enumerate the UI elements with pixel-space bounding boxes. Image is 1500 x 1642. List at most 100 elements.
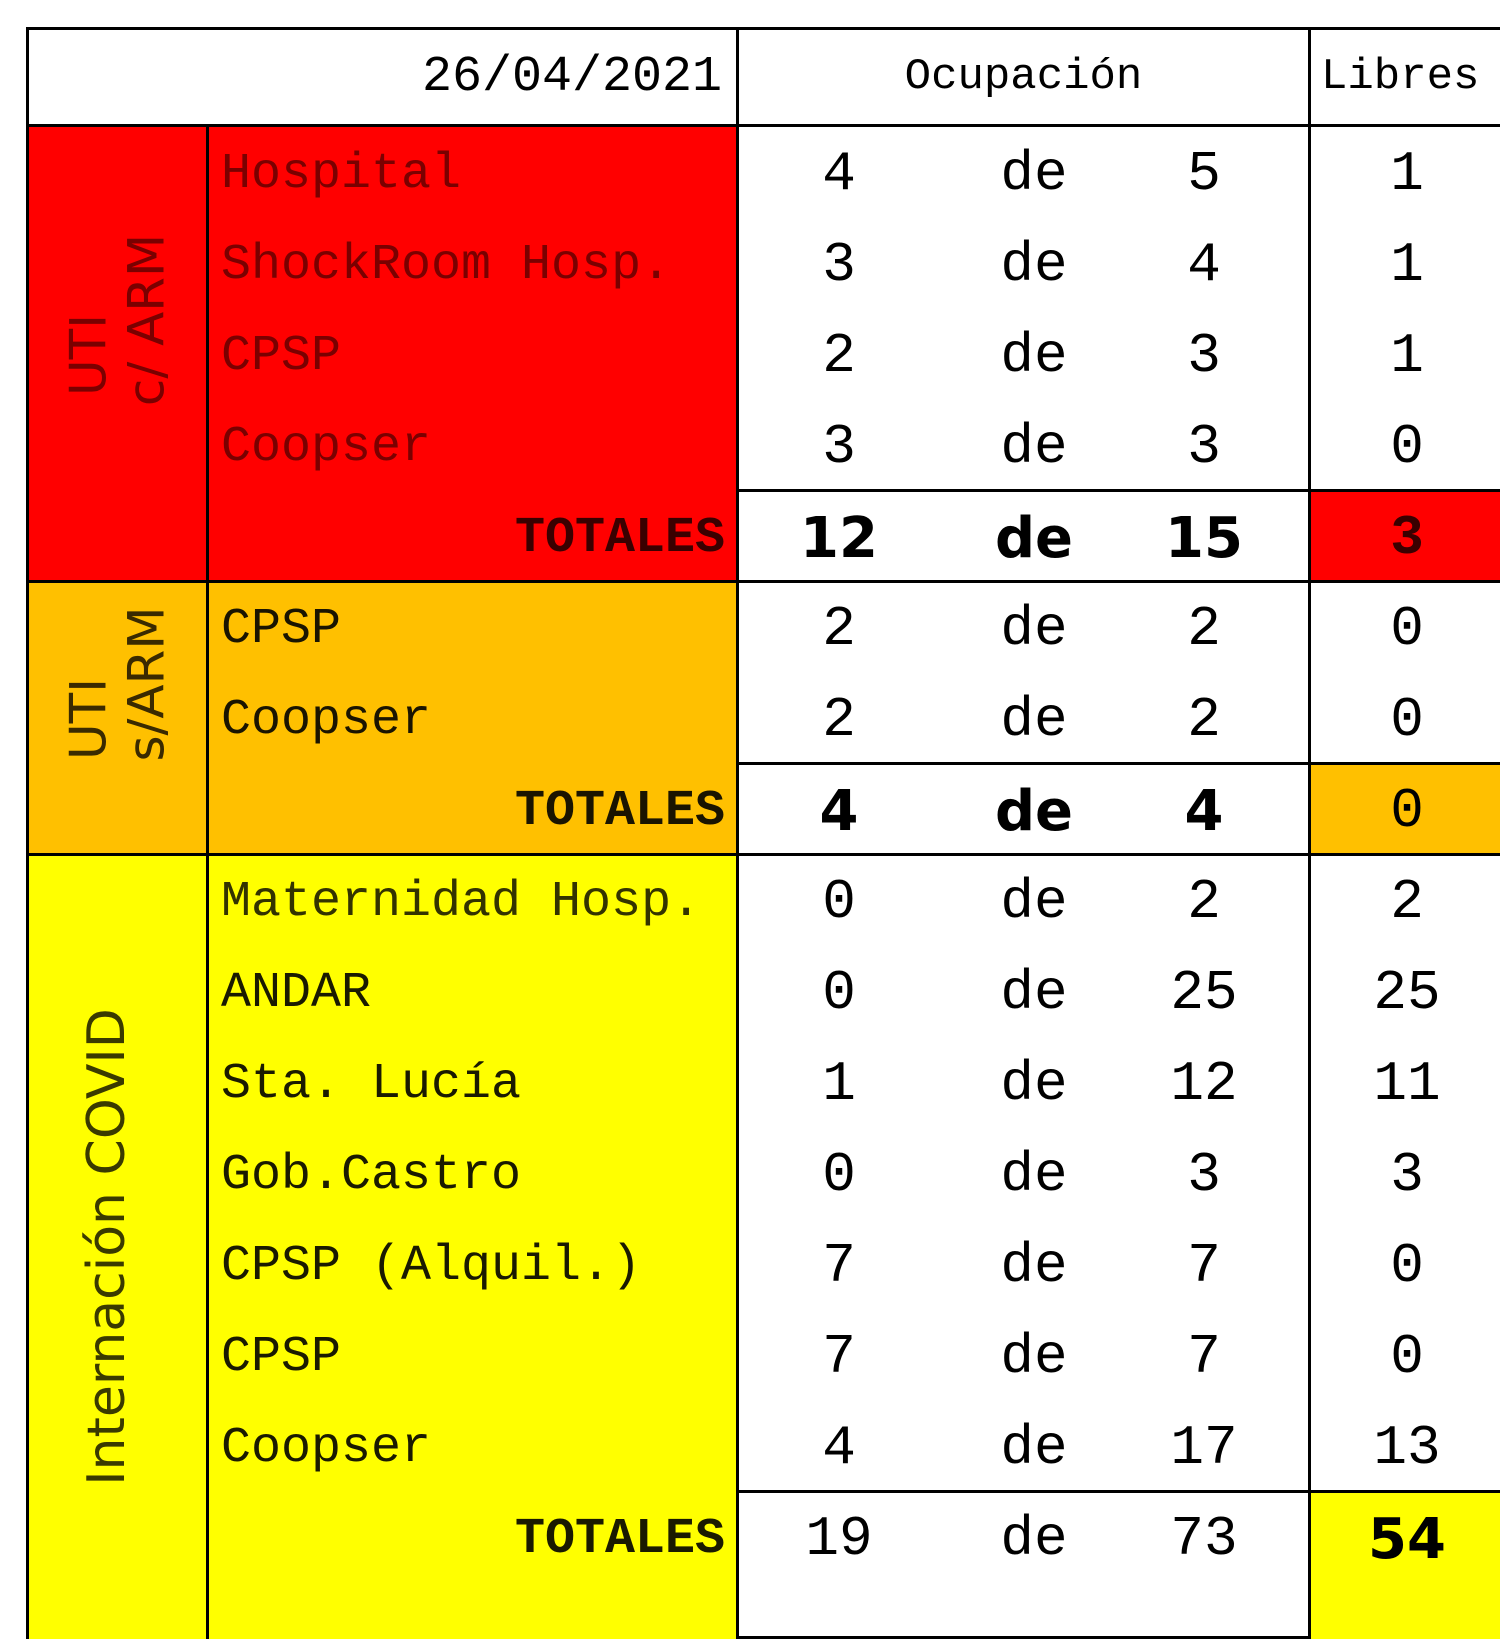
free-value: 0 — [1390, 1325, 1424, 1389]
occupied-value: 4 — [822, 142, 856, 206]
occupied-value: 3 — [822, 415, 856, 479]
free-total: 0 — [1390, 779, 1424, 843]
free-total: 54 — [1368, 1506, 1446, 1572]
occupied-value: 0 — [822, 1143, 856, 1207]
occupied-value: 7 — [822, 1234, 856, 1298]
totals-label: TOTALES — [514, 1510, 725, 1568]
occupied-total: 12 — [800, 505, 878, 571]
total-value: 3 — [1187, 415, 1221, 479]
occupied-value: 4 — [822, 1416, 856, 1480]
total-value: 2 — [1187, 688, 1221, 752]
free-value: 13 — [1373, 1416, 1441, 1480]
free-value: 1 — [1390, 233, 1424, 297]
free-value: 0 — [1390, 415, 1424, 479]
group-label-cell: Internación COVID — [29, 855, 209, 1639]
de-label: de — [1000, 1143, 1068, 1207]
free-value: 0 — [1390, 1234, 1424, 1298]
row-name: Coopser — [221, 1419, 432, 1477]
occupied-value: 2 — [822, 597, 856, 661]
total-value: 2 — [1187, 597, 1221, 661]
free-value: 25 — [1373, 961, 1441, 1025]
row-name: Sta. Lucía — [221, 1055, 522, 1113]
row-name: Gob.Castro — [221, 1146, 522, 1204]
group-label-line1: Internación COVID — [76, 1008, 137, 1486]
de-label: de — [1000, 1052, 1068, 1116]
free-value: 11 — [1373, 1052, 1441, 1116]
de-label: de — [1000, 142, 1068, 206]
row-name: CPSP — [221, 327, 342, 385]
free-total-highlight — [1311, 1492, 1500, 1639]
group-label-line1: UTI — [59, 677, 117, 760]
free-value: 0 — [1390, 688, 1424, 752]
de-label: de — [1000, 1416, 1068, 1480]
occupancy-table: 26/04/2021 Ocupación Libres UTI c/ ARM H… — [26, 27, 1500, 1639]
de-label: de — [994, 505, 1074, 571]
de-label: de — [1000, 597, 1068, 661]
total-value: 2 — [1187, 870, 1221, 934]
de-label: de — [1000, 233, 1068, 297]
de-label: de — [1000, 324, 1068, 388]
total-total: 73 — [1170, 1507, 1238, 1571]
total-value: 25 — [1170, 961, 1238, 1025]
occupied-total: 19 — [805, 1507, 873, 1571]
group-label-cell: UTI s/ARM — [29, 582, 209, 855]
row-name: ShockRoom Hosp. — [221, 236, 672, 294]
de-label: de — [1000, 961, 1068, 1025]
group-uti-c-arm: UTI c/ ARM — [29, 127, 739, 582]
row-name: Hospital — [221, 145, 462, 203]
totals-label: TOTALES — [514, 509, 725, 567]
de-label: de — [1000, 1507, 1068, 1571]
free-total-highlight — [1311, 764, 1500, 855]
free-value: 1 — [1390, 142, 1424, 206]
free-value: 0 — [1390, 597, 1424, 661]
total-value: 3 — [1187, 1143, 1221, 1207]
ocupacion-header: Ocupación — [739, 30, 1311, 124]
total-value: 7 — [1187, 1325, 1221, 1389]
group-label-cell: UTI c/ ARM — [29, 127, 209, 582]
free-total-highlight — [1311, 491, 1500, 582]
occupied-value: 2 — [822, 688, 856, 752]
group-label: UTI s/ARM — [59, 606, 175, 831]
group-label-line2: s/ARM — [116, 606, 175, 761]
free-value: 3 — [1390, 1143, 1424, 1207]
free-value: 1 — [1390, 324, 1424, 388]
header-row: 26/04/2021 Ocupación Libres — [29, 30, 1500, 127]
libres-header: Libres — [1321, 52, 1480, 102]
occupied-total: 4 — [819, 778, 859, 844]
group-label-line2: c/ ARM — [116, 233, 175, 406]
group-label-line1: UTI — [59, 313, 117, 396]
de-label: de — [1000, 870, 1068, 934]
group-label: Internación COVID — [76, 1008, 138, 1486]
total-value: 12 — [1170, 1052, 1238, 1116]
total-value: 7 — [1187, 1234, 1221, 1298]
total-value: 3 — [1187, 324, 1221, 388]
occupied-value: 2 — [822, 324, 856, 388]
de-label: de — [1000, 688, 1068, 752]
de-label: de — [1000, 1234, 1068, 1298]
row-name: Coopser — [221, 691, 432, 749]
de-label: de — [994, 778, 1074, 844]
total-value: 17 — [1170, 1416, 1238, 1480]
row-divider — [736, 762, 1500, 765]
row-divider — [736, 489, 1500, 492]
total-value: 5 — [1187, 142, 1221, 206]
totals-label: TOTALES — [514, 782, 725, 840]
free-total: 3 — [1390, 506, 1424, 570]
free-value: 2 — [1390, 870, 1424, 934]
row-divider — [736, 1490, 1500, 1493]
de-label: de — [1000, 415, 1068, 479]
row-name: CPSP (Alquil.) — [221, 1237, 642, 1295]
occupied-value: 0 — [822, 870, 856, 934]
occupied-value: 3 — [822, 233, 856, 297]
group-label: UTI c/ ARM — [59, 233, 175, 475]
occupied-value: 1 — [822, 1052, 856, 1116]
occupied-value: 0 — [822, 961, 856, 1025]
row-name: ANDAR — [221, 964, 372, 1022]
row-divider — [29, 853, 1500, 856]
de-label: de — [1000, 1325, 1068, 1389]
occupied-value: 7 — [822, 1325, 856, 1389]
column-divider — [1308, 30, 1311, 1639]
row-name: CPSP — [221, 1328, 342, 1386]
row-divider — [29, 580, 1500, 583]
group-uti-s-arm: UTI s/ARM — [29, 582, 739, 855]
